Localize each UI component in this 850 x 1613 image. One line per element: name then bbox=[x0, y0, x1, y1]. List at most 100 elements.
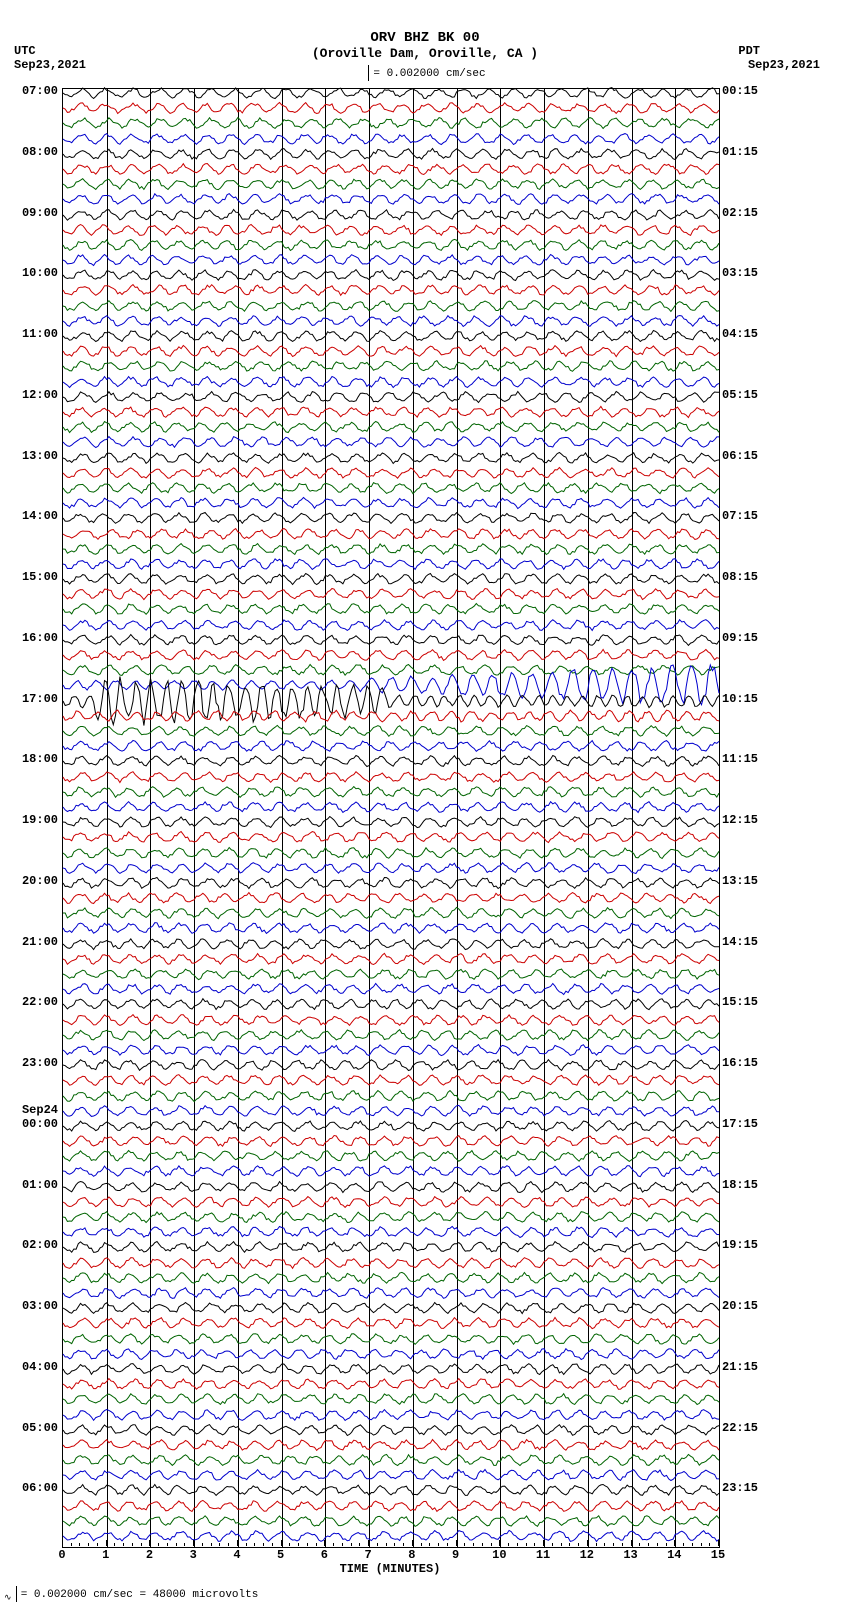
seismic-trace bbox=[63, 1066, 719, 1126]
seismic-trace bbox=[63, 716, 719, 776]
seismic-trace bbox=[63, 655, 719, 715]
utc-time-label: 19:00 bbox=[22, 813, 58, 827]
seismic-trace bbox=[63, 1430, 719, 1490]
seismic-trace bbox=[63, 929, 719, 989]
pdt-time-label: 04:15 bbox=[722, 327, 758, 341]
seismic-trace bbox=[63, 200, 719, 260]
seismic-trace bbox=[63, 823, 719, 883]
utc-time-label: 14:00 bbox=[22, 509, 58, 523]
utc-time-label: 22:00 bbox=[22, 995, 58, 1009]
seismic-trace bbox=[63, 701, 719, 761]
seismic-trace bbox=[63, 625, 719, 685]
seismic-trace bbox=[63, 792, 719, 852]
seismic-trace bbox=[63, 1202, 719, 1262]
seismic-trace bbox=[63, 428, 719, 488]
x-tick-label: 7 bbox=[365, 1548, 372, 1562]
timezone-right-label: PDT bbox=[738, 44, 760, 58]
seismic-trace bbox=[63, 883, 719, 943]
seismic-trace bbox=[63, 139, 719, 199]
seismic-trace bbox=[63, 595, 719, 655]
seismic-trace bbox=[63, 686, 719, 746]
pdt-time-label: 16:15 bbox=[722, 1056, 758, 1070]
seismic-trace bbox=[63, 1248, 719, 1308]
utc-time-label: 13:00 bbox=[22, 449, 58, 463]
seismic-trace bbox=[63, 260, 719, 320]
location-title: (Oroville Dam, Oroville, CA ) bbox=[0, 46, 850, 61]
seismic-trace bbox=[63, 1263, 719, 1323]
utc-time-label: 12:00 bbox=[22, 388, 58, 402]
x-tick-label: 1 bbox=[102, 1548, 109, 1562]
utc-time-label: 17:00 bbox=[22, 692, 58, 706]
pdt-time-label: 21:15 bbox=[722, 1360, 758, 1374]
seismic-trace bbox=[63, 1096, 719, 1156]
x-tick-label: 12 bbox=[580, 1548, 594, 1562]
seismic-trace bbox=[63, 169, 719, 229]
pdt-time-label: 00:15 bbox=[722, 84, 758, 98]
pdt-time-label: 01:15 bbox=[722, 145, 758, 159]
seismic-trace bbox=[63, 1126, 719, 1186]
x-tick-label: 6 bbox=[321, 1548, 328, 1562]
utc-time-label: 08:00 bbox=[22, 145, 58, 159]
x-tick-label: 8 bbox=[408, 1548, 415, 1562]
seismic-trace bbox=[63, 276, 719, 336]
utc-time-label: 03:00 bbox=[22, 1299, 58, 1313]
seismic-trace bbox=[63, 944, 719, 1004]
seismic-trace bbox=[63, 731, 719, 791]
seismic-trace bbox=[63, 504, 719, 564]
seismic-trace bbox=[63, 488, 719, 548]
pdt-time-label: 08:15 bbox=[722, 570, 758, 584]
seismic-trace bbox=[63, 321, 719, 381]
utc-time-label: 07:00 bbox=[22, 84, 58, 98]
utc-time-label: 10:00 bbox=[22, 266, 58, 280]
seismic-trace bbox=[63, 109, 719, 169]
seismic-trace bbox=[63, 549, 719, 609]
seismic-trace bbox=[63, 93, 719, 153]
x-tick-label: 4 bbox=[233, 1548, 240, 1562]
x-tick-label: 15 bbox=[711, 1548, 725, 1562]
seismic-trace bbox=[63, 1172, 719, 1232]
date-left-label: Sep23,2021 bbox=[14, 58, 86, 72]
seismic-trace bbox=[63, 215, 719, 275]
seismic-trace bbox=[63, 974, 719, 1034]
seismic-trace bbox=[63, 367, 719, 427]
pdt-time-label: 09:15 bbox=[722, 631, 758, 645]
seismic-trace bbox=[63, 1400, 719, 1460]
seismic-trace bbox=[63, 1035, 719, 1095]
seismic-trace bbox=[63, 853, 719, 913]
utc-time-label: 11:00 bbox=[22, 327, 58, 341]
pdt-time-label: 19:15 bbox=[722, 1238, 758, 1252]
utc-time-label: 06:00 bbox=[22, 1481, 58, 1495]
pdt-time-label: 20:15 bbox=[722, 1299, 758, 1313]
seismic-trace bbox=[63, 458, 719, 518]
seismic-trace bbox=[63, 1460, 719, 1520]
seismic-trace bbox=[63, 1005, 719, 1065]
seismic-trace bbox=[63, 154, 719, 214]
seismic-trace bbox=[63, 519, 719, 579]
seismogram-container: UTC Sep23,2021 PDT Sep23,2021 ORV BHZ BK… bbox=[0, 0, 850, 1613]
x-tick-label: 13 bbox=[623, 1548, 637, 1562]
pdt-time-label: 23:15 bbox=[722, 1481, 758, 1495]
pdt-time-label: 22:15 bbox=[722, 1421, 758, 1435]
seismic-trace bbox=[63, 1111, 719, 1171]
pdt-time-label: 11:15 bbox=[722, 752, 758, 766]
utc-time-label: 23:00 bbox=[22, 1056, 58, 1070]
x-tick-label: 9 bbox=[452, 1548, 459, 1562]
seismic-trace bbox=[63, 534, 719, 594]
utc-time-label: 00:00 bbox=[22, 1117, 58, 1131]
utc-time-label: 18:00 bbox=[22, 752, 58, 766]
seismic-trace bbox=[63, 1369, 719, 1429]
seismic-trace bbox=[63, 382, 719, 442]
seismic-trace bbox=[63, 1293, 719, 1353]
seismic-trace bbox=[63, 564, 719, 624]
utc-time-label: 16:00 bbox=[22, 631, 58, 645]
utc-date-break-label: Sep24 bbox=[22, 1103, 58, 1117]
seismic-trace bbox=[63, 1506, 719, 1566]
seismic-trace bbox=[63, 1217, 719, 1277]
seismic-trace bbox=[63, 1324, 719, 1384]
seismic-trace bbox=[63, 959, 719, 1019]
pdt-time-label: 07:15 bbox=[722, 509, 758, 523]
x-tick-label: 14 bbox=[667, 1548, 681, 1562]
pdt-time-label: 10:15 bbox=[722, 692, 758, 706]
seismic-trace bbox=[63, 336, 719, 396]
seismic-trace bbox=[63, 185, 719, 245]
